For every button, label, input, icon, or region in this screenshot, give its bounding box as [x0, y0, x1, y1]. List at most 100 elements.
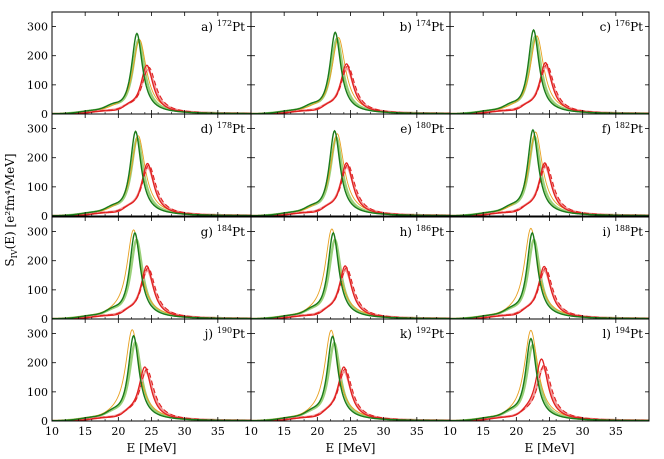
panel-tag: h) — [400, 225, 416, 239]
red-dashed-curve — [52, 267, 251, 319]
y-tick-label: 200 — [27, 50, 48, 63]
panel-element: Pt — [232, 20, 245, 34]
x-axis-labels: 10 15 20 25 30 35 E [MeV] 10 15 20 25 30 35 E [MeV] 10… — [45, 425, 623, 455]
red-dashed-curve — [450, 267, 649, 319]
panel-tag: k) — [400, 327, 416, 341]
panel-tag: a) — [201, 20, 217, 34]
panel-mass: 180 — [416, 121, 431, 130]
panel-176pt: c) 176Pt — [449, 11, 650, 115]
panel-element: Pt — [431, 122, 444, 136]
panel-element: Pt — [431, 20, 444, 34]
panel-mass: 172 — [217, 19, 232, 28]
panel-mass: 194 — [615, 326, 630, 335]
x-tick-label: 30 — [576, 425, 590, 438]
x-tick-label: 15 — [476, 425, 490, 438]
x-tick-label: 25 — [344, 425, 358, 438]
panel-element: Pt — [630, 20, 643, 34]
panel-label: j) 190Pt — [203, 326, 246, 341]
panel-element: Pt — [630, 327, 643, 341]
svg-text:SIV(E) [e²fm⁴/MeV]: SIV(E) [e²fm⁴/MeV] — [3, 153, 19, 266]
y-tick-label: 0 — [41, 313, 48, 326]
panel-label: c) 176Pt — [600, 19, 644, 34]
panel-188pt: i) 188Pt — [449, 216, 650, 320]
panel-label: b) 174Pt — [400, 19, 445, 34]
green-curve — [52, 231, 251, 319]
panel-mass: 192 — [416, 326, 431, 335]
x-tick-label: 25 — [543, 425, 557, 438]
red-curve — [251, 366, 450, 421]
panel-element: Pt — [232, 327, 245, 341]
x-tick-label: 30 — [377, 425, 391, 438]
panel-186pt: h) 186Pt — [250, 216, 451, 320]
panel-tag: j) — [203, 327, 217, 341]
panel-194pt: l) 194Pt — [449, 318, 650, 422]
x-tick-label: 15 — [78, 425, 92, 438]
y-tick-label: 300 — [27, 328, 48, 341]
red-curve — [450, 265, 649, 319]
panel-mass: 182 — [615, 121, 630, 130]
panel-label: l) 194Pt — [602, 326, 643, 341]
panel-tag: l) — [602, 327, 614, 341]
panel-192pt: k) 192Pt — [250, 318, 451, 422]
x-tick-label: 35 — [609, 425, 623, 438]
panel-mass: 188 — [615, 224, 630, 233]
panel-element: Pt — [232, 225, 245, 239]
y-tick-label: 0 — [41, 415, 48, 428]
panel-mass: 178 — [217, 121, 232, 130]
pink-band-curve — [251, 370, 450, 421]
y-tick-label: 100 — [27, 79, 48, 92]
panel-tag: b) — [400, 20, 416, 34]
y-axis-label: SIV(E) [e²fm⁴/MeV] — [3, 153, 19, 266]
panel-mass: 190 — [217, 326, 232, 335]
y-tick-label: 100 — [27, 181, 48, 194]
panel-element: Pt — [630, 122, 643, 136]
panel-184pt: 0 100 200 300 g) 184Pt — [27, 216, 252, 326]
panel-tag: i) — [602, 225, 614, 239]
red-dashed-curve — [52, 368, 251, 421]
red-dashed-curve — [251, 267, 450, 319]
y-tick-label: 100 — [27, 386, 48, 399]
panel-element: Pt — [431, 225, 444, 239]
red-dashed-curve — [450, 163, 649, 216]
panel-mass: 174 — [416, 19, 431, 28]
panel-label: i) 188Pt — [602, 224, 643, 239]
red-curve — [251, 265, 450, 319]
x-tick-label: 35 — [211, 425, 225, 438]
x-tick-label: 25 — [145, 425, 159, 438]
panel-tag: d) — [201, 122, 217, 136]
x-tick-label: 35 — [410, 425, 424, 438]
panel-mass: 176 — [615, 19, 630, 28]
x-tick-label: 10 — [45, 425, 59, 438]
panel-label: d) 178Pt — [201, 121, 246, 136]
panel-mass: 184 — [217, 224, 232, 233]
panel-tag: g) — [201, 225, 217, 239]
panel-mass: 186 — [416, 224, 431, 233]
y-tick-label: 200 — [27, 357, 48, 370]
red-curve — [52, 366, 251, 421]
y-tick-label: 0 — [41, 108, 48, 121]
panel-label: h) 186Pt — [400, 224, 445, 239]
panel-label: k) 192Pt — [400, 326, 444, 341]
y-tick-label: 300 — [27, 123, 48, 136]
panel-174pt: b) 174Pt — [250, 11, 451, 115]
panel-180pt: e) 180Pt — [250, 113, 451, 217]
y-axis-label-rest: (E) [e²fm⁴/MeV] — [3, 153, 17, 249]
x-tick-label: 30 — [178, 425, 192, 438]
x-tick-label: 15 — [277, 425, 291, 438]
x-tick-label: 20 — [111, 425, 125, 438]
panel-tag: f) — [602, 122, 615, 136]
y-tick-label: 0 — [41, 210, 48, 223]
y-tick-label: 200 — [27, 255, 48, 268]
y-tick-label: 300 — [27, 21, 48, 34]
x-tick-label: 20 — [310, 425, 324, 438]
pink-band-curve — [251, 269, 450, 319]
panel-172pt: 0 100 200 300 a) 172Pt — [27, 11, 252, 121]
x-tick-label: 20 — [509, 425, 523, 438]
panel-190pt: 0 100 200 300 j) 190Pt — [27, 318, 252, 428]
y-axis-label-sub: IV — [10, 249, 19, 258]
pink-band-curve — [450, 269, 649, 319]
y-tick-label: 300 — [27, 226, 48, 239]
panel-tag: e) — [400, 122, 416, 136]
